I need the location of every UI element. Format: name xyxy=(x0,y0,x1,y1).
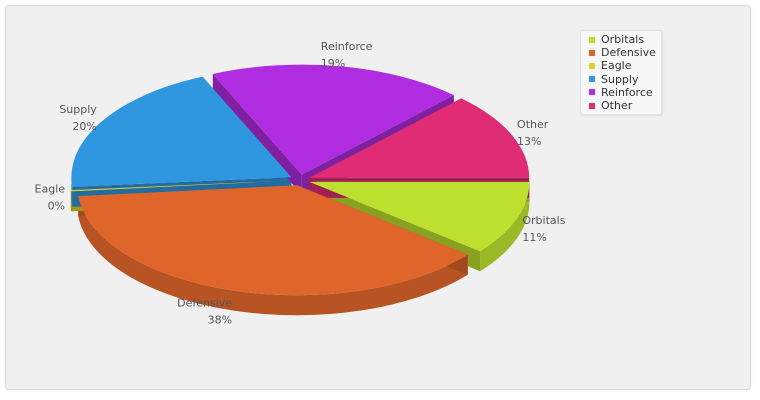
slice-side-orbitals xyxy=(480,181,530,272)
legend-item-orbitals[interactable]: Orbitals xyxy=(589,33,661,46)
legend-label: Other xyxy=(601,99,633,113)
slice-side-defensive xyxy=(78,196,468,316)
slice-defensive[interactable] xyxy=(78,185,468,296)
slice-label-reinforce: Reinforce xyxy=(321,40,373,53)
legend-item-other[interactable]: Other xyxy=(589,99,661,112)
slice-percent-supply: 20% xyxy=(72,120,96,133)
slice-percent-defensive: 38% xyxy=(208,313,232,326)
slice-label-other: Other xyxy=(517,118,549,131)
legend-item-defensive[interactable]: Defensive xyxy=(589,46,661,59)
slice-other[interactable] xyxy=(309,98,530,178)
slice-percent-reinforce: 19% xyxy=(321,57,345,70)
legend: Orbitals Defensive Eagle Supply Reinforc… xyxy=(580,30,662,115)
legend-swatch xyxy=(589,89,595,96)
legend-swatch xyxy=(589,76,595,83)
slice-reinforce[interactable] xyxy=(212,64,454,175)
slice-eagle[interactable] xyxy=(70,180,291,192)
slice-orbitals[interactable] xyxy=(309,181,530,252)
legend-swatch xyxy=(589,102,595,109)
legend-label: Defensive xyxy=(601,46,656,60)
slice-label-orbitals: Orbitals xyxy=(522,214,565,227)
slice-label-eagle: Eagle xyxy=(35,182,66,195)
legend-item-reinforce[interactable]: Reinforce xyxy=(589,86,661,99)
legend-swatch xyxy=(589,49,595,56)
slice-supply[interactable] xyxy=(71,76,292,187)
slice-percent-orbitals: 11% xyxy=(522,231,546,244)
slice-percent-eagle: 0% xyxy=(48,199,65,212)
slice-side-supply xyxy=(71,177,73,207)
legend-label: Eagle xyxy=(601,59,632,73)
legend-swatch xyxy=(589,62,595,69)
slice-label-defensive: Defensive xyxy=(177,296,232,309)
slice-label-supply: Supply xyxy=(59,103,97,116)
legend-item-supply[interactable]: Supply xyxy=(589,73,661,86)
slice-tops xyxy=(70,64,530,296)
legend-label: Orbitals xyxy=(601,33,645,47)
legend-label: Supply xyxy=(601,72,639,86)
legend-swatch xyxy=(589,36,595,43)
legend-item-eagle[interactable]: Eagle xyxy=(589,59,661,72)
slice-labels: Orbitals 11% Defensive 38% Eagle 0% Supply 20% R… xyxy=(35,40,566,326)
legend-label: Reinforce xyxy=(601,85,653,99)
slice-percent-other: 13% xyxy=(517,135,541,148)
